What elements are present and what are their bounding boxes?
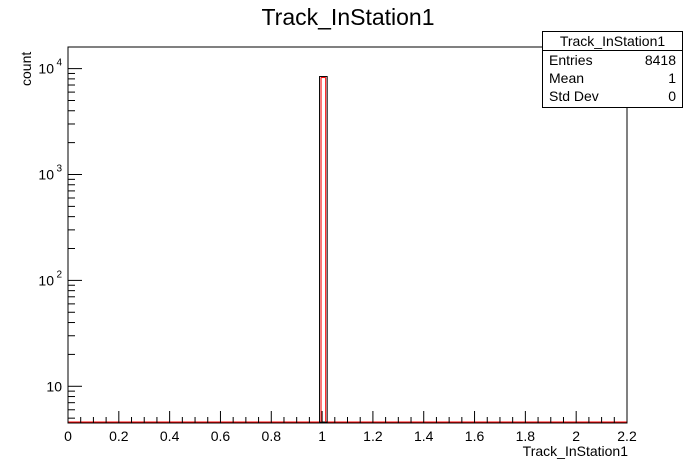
x-tick-label: 0.4 xyxy=(160,428,180,444)
y-tick-exponent: 4 xyxy=(56,58,62,69)
y-tick-exponent: 3 xyxy=(56,164,62,175)
x-tick-label: 1.8 xyxy=(516,428,536,444)
y-tick-label: 10 xyxy=(38,272,54,288)
x-tick-label: 1.6 xyxy=(465,428,485,444)
stats-label: Mean xyxy=(549,70,585,86)
x-tick-label: 2.2 xyxy=(617,428,637,444)
x-axis-label: Track_InStation1 xyxy=(522,443,628,459)
stats-title: Track_InStation1 xyxy=(543,32,682,51)
x-tick-label: 1 xyxy=(318,428,326,444)
histogram-bar xyxy=(319,76,328,423)
y-tick-label: 10 xyxy=(38,61,54,77)
x-tick-label: 2 xyxy=(572,428,580,444)
y-axis-label: count xyxy=(18,51,34,86)
x-tick-label: 1.4 xyxy=(414,428,434,444)
y-tick-label: 10 xyxy=(38,167,54,183)
x-tick-label: 0.8 xyxy=(262,428,282,444)
stats-row-stddev: Std Dev 0 xyxy=(543,87,682,105)
stats-box: Track_InStation1 Entries 8418 Mean 1 Std… xyxy=(542,31,683,108)
x-tick-label: 0.6 xyxy=(211,428,231,444)
stats-value: 0 xyxy=(668,88,676,104)
stats-label: Std Dev xyxy=(549,88,599,104)
stats-value: 8418 xyxy=(644,52,676,68)
x-tick-label: 1.2 xyxy=(363,428,383,444)
y-tick-label: 10 xyxy=(46,378,62,394)
stats-row-mean: Mean 1 xyxy=(543,69,682,87)
chart-title: Track_InStation1 xyxy=(261,4,435,30)
stats-label: Entries xyxy=(549,52,593,68)
y-tick-exponent: 2 xyxy=(56,269,62,280)
x-tick-label: 0 xyxy=(64,428,72,444)
x-tick-label: 0.2 xyxy=(109,428,129,444)
stats-value: 1 xyxy=(668,70,676,86)
stats-row-entries: Entries 8418 xyxy=(543,51,682,69)
